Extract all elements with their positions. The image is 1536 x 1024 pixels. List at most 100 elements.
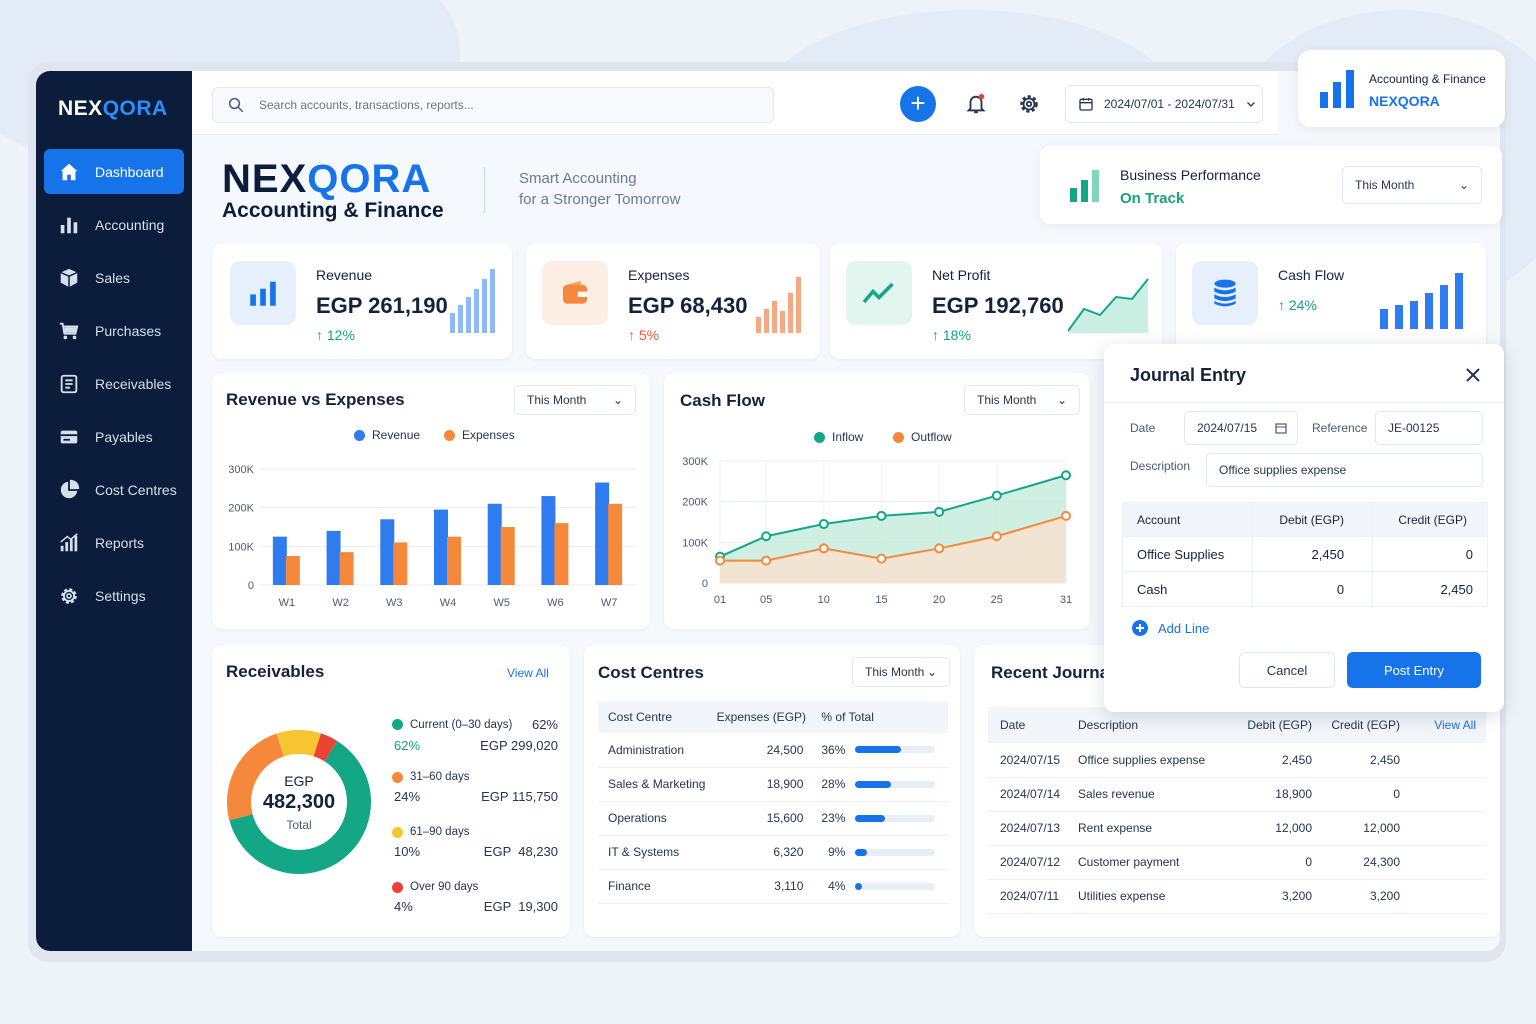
dialog-title: Journal Entry xyxy=(1130,365,1247,385)
revenue-expenses-bar-chart: 0 100K 200K 300K W1 W2 W3 W4 W5 W6 W7 xyxy=(228,464,636,609)
sidebar-item-payables[interactable]: Payables xyxy=(44,414,184,459)
sidebar-item-receivables[interactable]: Receivables xyxy=(44,361,184,406)
chevron-down-icon: ⌄ xyxy=(1056,393,1067,407)
period-select[interactable]: This Month ⌄ xyxy=(852,657,950,687)
table-row[interactable]: 2024/07/15 Office supplies expense 2,450 2,… xyxy=(988,743,1486,778)
cash-flow-sparkbars xyxy=(1380,273,1463,329)
table-row[interactable]: 2024/07/11 Utilities expense 3,200 3,200 xyxy=(988,879,1486,914)
recent-entries-table: Date Description Debit (EGP) Credit (EGP… xyxy=(988,707,1486,914)
bar-expenses xyxy=(608,503,623,585)
table-row[interactable]: 2024/07/12 Customer payment 0 24,300 xyxy=(988,845,1486,880)
x-tick-label: 31 xyxy=(1060,594,1072,606)
kpi-card-revenue[interactable]: Revenue EGP 261,190 ↑ 12% xyxy=(212,243,512,359)
share-progress-fill xyxy=(855,882,863,890)
post-entry-button[interactable]: Post Entry xyxy=(1347,652,1481,688)
sidebar-item-dashboard[interactable]: Dashboard xyxy=(44,149,184,194)
cost-centre-amount: 3,110 xyxy=(774,879,804,893)
revenue-sparkbars xyxy=(450,269,495,333)
search-input[interactable] xyxy=(259,98,739,112)
x-tick-label: W6 xyxy=(547,597,564,609)
y-tick-label: 200K xyxy=(682,497,708,509)
recent-view-all-link[interactable]: View All xyxy=(1434,718,1476,732)
add-button[interactable]: + xyxy=(900,86,936,122)
point-inflow xyxy=(818,519,829,530)
sidebar-item-accounting[interactable]: Accounting xyxy=(44,202,184,247)
entry-credit: 2,450 xyxy=(1312,743,1400,778)
sidebar-item-purchases[interactable]: Purchases xyxy=(44,308,184,353)
bell-icon[interactable] xyxy=(965,93,987,115)
settings-gear-icon[interactable] xyxy=(1018,93,1040,115)
cost-centre-amount: 24,500 xyxy=(766,742,804,757)
section-title: Receivables xyxy=(226,662,325,681)
y-tick-label: 0 xyxy=(702,578,708,590)
reference-field[interactable]: JE-00125 xyxy=(1375,411,1483,445)
kpi-card-expenses[interactable]: Expenses EGP 68,430 ↑ 5% xyxy=(526,243,820,359)
bucket-label: Over 90 days xyxy=(410,881,479,893)
period-select[interactable]: This Month ⌄ xyxy=(514,385,636,415)
cancel-button[interactable]: Cancel xyxy=(1239,652,1335,688)
entry-spacer xyxy=(1400,879,1486,914)
description-field[interactable]: Office supplies expense xyxy=(1206,453,1483,487)
journal-debit[interactable]: 0 xyxy=(1251,571,1373,607)
kpi-card-net-profit[interactable]: Net Profit EGP 192,760 ↑ 18% xyxy=(830,243,1162,359)
date-field[interactable]: 2024/07/15 xyxy=(1184,411,1298,445)
performance-title: Business Performance xyxy=(1120,167,1261,183)
x-tick-label: W5 xyxy=(493,597,510,609)
add-line-button[interactable]: Add Line xyxy=(1132,620,1209,636)
bucket-amount: EGP 299,020 xyxy=(480,738,558,753)
performance-period-select[interactable]: This Month ⌄ xyxy=(1342,166,1482,204)
journal-entry-dialog: Journal Entry Date 2024/07/15 Reference … xyxy=(1104,344,1504,712)
period-select[interactable]: This Month ⌄ xyxy=(964,385,1080,415)
receivables-donut-chart xyxy=(227,730,371,874)
bar-revenue xyxy=(272,536,287,585)
table-row[interactable]: Sales & Marketing 18,900 28% xyxy=(598,767,948,801)
search-box[interactable] xyxy=(212,87,774,123)
journal-account[interactable]: Cash xyxy=(1122,571,1253,607)
table-row[interactable]: IT & Systems 6,320 9% xyxy=(598,835,948,869)
column-header: Account xyxy=(1137,512,1181,527)
close-icon[interactable] xyxy=(1466,368,1480,382)
x-tick-label: 25 xyxy=(991,594,1003,606)
journal-credit[interactable]: 0 xyxy=(1372,536,1488,572)
x-tick-label: 01 xyxy=(714,594,726,606)
divider xyxy=(1104,402,1504,403)
sidebar-item-label: Reports xyxy=(95,534,145,551)
journal-debit[interactable]: 2,450 xyxy=(1251,536,1373,572)
kpi-change: ↑ 18% xyxy=(932,327,971,343)
header-divider xyxy=(484,167,485,213)
entry-date: 2024/07/12 xyxy=(988,845,1078,880)
bar-revenue xyxy=(434,509,448,585)
point-inflow xyxy=(934,506,945,517)
date-range-picker[interactable]: 2024/07/01 - 2024/07/31 xyxy=(1065,85,1263,123)
entry-date: 2024/07/15 xyxy=(988,743,1078,778)
table-row[interactable]: Finance 3,110 4% xyxy=(598,869,948,903)
journal-line-row[interactable]: Cash 0 2,450 xyxy=(1122,571,1488,607)
table-row[interactable]: 2024/07/14 Sales revenue 18,900 0 xyxy=(988,777,1486,812)
sidebar-item-reports[interactable]: Reports xyxy=(44,520,184,565)
table-row[interactable]: Administration 24,500 36% xyxy=(598,733,948,767)
journal-credit[interactable]: 2,450 xyxy=(1372,571,1488,607)
sidebar-item-settings[interactable]: Settings xyxy=(44,573,184,618)
home-icon xyxy=(60,163,78,180)
cost-centre-share: 36% xyxy=(815,733,948,767)
kpi-value: EGP 261,190 xyxy=(316,293,448,318)
sidebar-item-cost-centres[interactable]: Cost Centres xyxy=(44,467,184,512)
brand-badge: Accounting & Finance NEXQORA xyxy=(1298,50,1505,127)
kpi-card-cash-flow[interactable]: Cash Flow ↑ 24% xyxy=(1176,243,1486,359)
page-title: NEXQORA xyxy=(222,157,432,201)
badge-line2: NEXQORA xyxy=(1369,93,1440,109)
table-row[interactable]: 2024/07/13 Rent expense 12,000 12,000 xyxy=(988,811,1486,846)
column-header: Debit (EGP) xyxy=(1247,718,1312,732)
point-inflow xyxy=(1061,470,1071,481)
table-row[interactable]: Operations 15,600 23% xyxy=(598,801,948,835)
journal-line-row[interactable]: Office Supplies 2,450 0 xyxy=(1122,536,1488,572)
box-icon xyxy=(60,268,78,287)
receivables-view-all-link[interactable]: View All xyxy=(507,666,549,680)
cost-centre-name: Operations xyxy=(608,811,667,825)
trend-up-icon xyxy=(846,261,912,325)
sidebar-item-sales[interactable]: Sales xyxy=(44,255,184,300)
x-tick-label: W4 xyxy=(440,597,457,609)
journal-account[interactable]: Office Supplies xyxy=(1122,536,1253,572)
main-area: + 2024/07/01 - 2024/07/31 NEXQORA Accoun… xyxy=(192,71,1500,951)
bar-expenses xyxy=(500,527,515,585)
